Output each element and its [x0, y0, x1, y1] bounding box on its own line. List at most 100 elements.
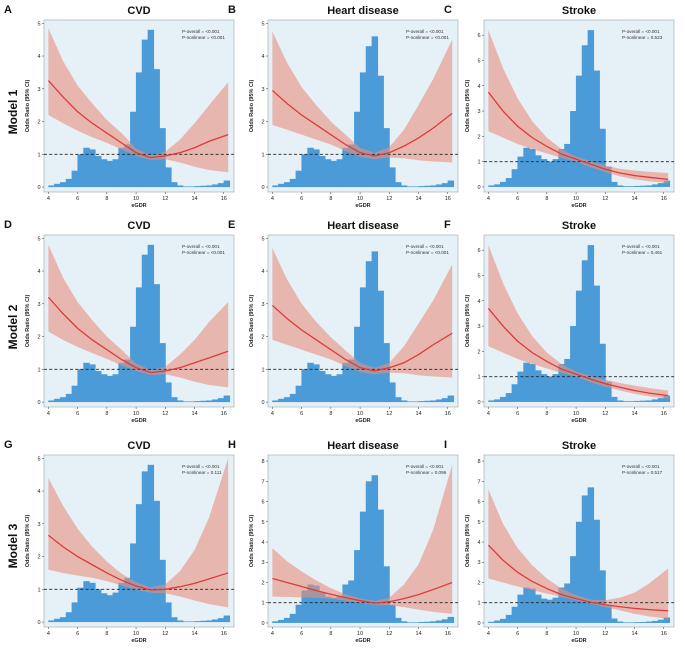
histogram-bar — [348, 580, 355, 623]
histogram-bar — [295, 170, 303, 188]
histogram-bar — [511, 169, 519, 187]
histogram-bar — [441, 183, 449, 188]
histogram-bar — [171, 397, 178, 403]
histogram-bar — [395, 182, 402, 188]
y-tick-label: 4 — [37, 269, 40, 275]
y-tick-label: 3 — [37, 87, 40, 93]
panel-title: Heart disease — [327, 5, 399, 17]
histogram-bar — [389, 382, 396, 403]
p-overall-label: P-overall = <0.001 — [622, 244, 660, 249]
histogram-bar — [100, 159, 108, 188]
histogram-bar — [319, 370, 326, 403]
histogram-bar — [663, 395, 671, 402]
histogram-bar — [412, 622, 419, 623]
histogram-bar — [217, 618, 225, 623]
histogram-bar — [499, 396, 507, 402]
x-tick-label: 12 — [386, 411, 392, 417]
histogram-bar — [365, 481, 373, 623]
p-overall-label: P-overall = <0.001 — [182, 244, 220, 249]
histogram-bar — [71, 385, 79, 403]
y-tick-label: 4 — [261, 540, 264, 546]
x-tick-label: 8 — [329, 196, 332, 202]
y-axis-label: Odds Ratio (95% CI) — [249, 515, 255, 568]
histogram-bar — [395, 397, 402, 403]
histogram-bar — [135, 287, 143, 403]
model-label-1: Model 1 — [6, 89, 20, 134]
histogram-bar — [77, 369, 84, 403]
histogram-bar — [319, 155, 326, 188]
x-axis-label: eGDR — [355, 638, 370, 644]
y-tick-label: 5 — [37, 456, 40, 462]
histogram-bar — [575, 521, 583, 623]
histogram-bar — [77, 154, 84, 188]
histogram-bar — [517, 156, 524, 187]
y-tick-label: 6 — [477, 33, 480, 39]
y-tick-label: 5 — [37, 21, 40, 27]
histogram-bar — [564, 143, 571, 187]
histogram-bar — [165, 167, 172, 188]
histogram-bar — [330, 375, 338, 403]
x-tick-label: 6 — [516, 631, 519, 637]
histogram-bar — [71, 602, 79, 623]
histogram-bar — [570, 326, 577, 402]
panel-title: Stroke — [562, 5, 596, 17]
x-tick-label: 10 — [133, 196, 139, 202]
histogram-bar — [272, 185, 279, 188]
histogram-bar — [342, 362, 349, 403]
histogram-bar — [324, 159, 332, 188]
histogram-bar — [211, 399, 219, 403]
histogram-bar — [622, 622, 630, 623]
x-axis-label: eGDR — [131, 638, 146, 644]
histogram-bar — [657, 398, 665, 402]
histogram-bar — [171, 182, 178, 188]
p-nonlinear-label: P-nonlinear = <0.001 — [406, 35, 449, 40]
p-overall-label: P-overall = <0.001 — [406, 244, 444, 249]
histogram-bar — [605, 166, 612, 187]
histogram-bar — [182, 621, 190, 623]
histogram-bar — [59, 397, 67, 403]
y-tick-label: 2 — [261, 120, 264, 126]
x-tick-label: 14 — [191, 411, 197, 417]
histogram-bar — [48, 620, 55, 623]
histogram-bar — [295, 385, 303, 403]
histogram-bar — [424, 185, 431, 188]
x-tick-label: 8 — [545, 411, 548, 417]
histogram-bar — [135, 72, 143, 188]
x-tick-label: 8 — [545, 631, 548, 637]
histogram-bar — [412, 401, 419, 403]
histogram-bar — [171, 617, 178, 623]
histogram-bar — [336, 159, 343, 188]
odds-ratio-curve — [487, 544, 669, 612]
y-tick-label: 2 — [37, 120, 40, 126]
confidence-band — [488, 30, 669, 184]
histogram-bar — [441, 619, 449, 623]
histogram-bar — [540, 598, 548, 623]
confidence-band — [272, 31, 453, 163]
y-tick-label: 1 — [477, 601, 480, 607]
histogram-bar — [640, 621, 647, 623]
histogram-bar — [223, 615, 231, 623]
histogram-bar — [418, 401, 425, 403]
panel-letter: A — [4, 4, 12, 16]
y-tick-label: 6 — [477, 248, 480, 254]
histogram-bar — [106, 595, 114, 623]
histogram-bar — [505, 393, 513, 402]
histogram-bar — [211, 619, 219, 623]
y-axis-label: Odds Ratio (95% CI) — [249, 295, 255, 348]
histogram-bar — [558, 587, 565, 623]
histogram-bar — [54, 618, 61, 623]
histogram-bar — [348, 359, 355, 403]
histogram-bar — [118, 582, 125, 623]
histogram-bar — [383, 566, 390, 623]
histogram-bar — [371, 36, 379, 188]
confidence-band — [272, 465, 453, 614]
histogram-bar — [206, 400, 213, 403]
x-tick-label: 12 — [162, 631, 168, 637]
histogram-bar — [593, 70, 600, 187]
histogram-bar — [141, 254, 149, 403]
y-tick-label: 4 — [37, 489, 40, 495]
y-tick-label: 1 — [477, 375, 480, 381]
histogram-bar — [435, 184, 443, 188]
